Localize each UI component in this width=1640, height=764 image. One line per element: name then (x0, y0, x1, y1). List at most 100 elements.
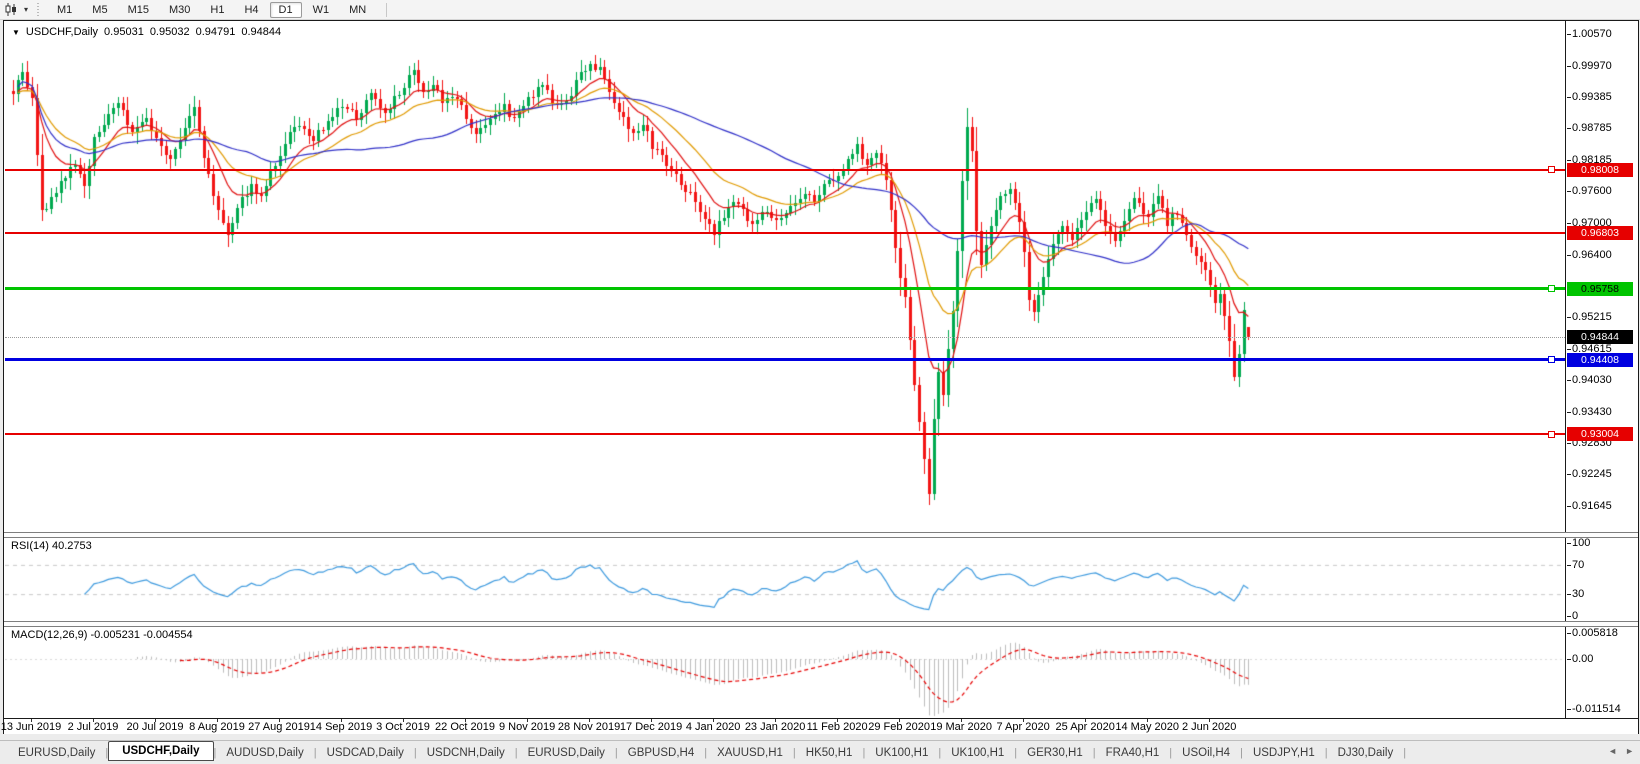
chart-tab-GBPUSD-H4[interactable]: GBPUSD,H4 (627, 746, 695, 759)
chart-tab-USDCHF-Daily[interactable]: USDCHF,Daily (108, 741, 214, 761)
horizontal-level-line[interactable] (5, 433, 1565, 436)
date-axis[interactable]: 13 Jun 2019 2 Jul 2019 20 Jul 2019 8 Aug 20… (1, 718, 1638, 734)
tab-divider: | (1014, 746, 1018, 759)
price-axis-tick: 0.94615 (1567, 342, 1612, 355)
horizontal-level-line[interactable] (5, 232, 1565, 235)
chart-tab-UK100-H1[interactable]: UK100,H1 (951, 746, 1005, 759)
chart-tab-XAUUSD-H1[interactable]: XAUUSD,H1 (717, 746, 783, 759)
date-axis-tick (1023, 719, 1025, 722)
price-level-tag: 0.94408 (1567, 352, 1633, 367)
date-axis-label: 28 Nov 2019 (557, 721, 621, 733)
chart-tab-EURUSD-Daily[interactable]: EURUSD,Daily (18, 746, 96, 759)
timeframe-button-H4[interactable]: H4 (244, 3, 259, 16)
macd-axis: 0.005818 0.00 -0.011514 (1566, 21, 1638, 733)
tab-divider: | (313, 746, 317, 759)
date-axis-label: 9 Nov 2019 (498, 721, 556, 733)
horizontal-level-line[interactable] (5, 287, 1565, 290)
tab-divider: | (413, 746, 417, 759)
date-axis-tick (93, 719, 94, 722)
date-axis-label: 25 Apr 2020 (1055, 721, 1115, 733)
level-line-handle[interactable] (1548, 285, 1555, 292)
timeframe-button-MN[interactable]: MN (349, 3, 367, 16)
timeframe-button-M30[interactable]: M30 (168, 3, 191, 16)
rsi-axis-tick: 70 (1566, 558, 1585, 571)
panel-separator-macd[interactable] (4, 621, 1638, 627)
price-level-tag: 0.96803 (1567, 226, 1633, 241)
date-axis-label: 2 Jun 2020 (1181, 721, 1237, 733)
date-axis-tick (279, 719, 280, 722)
chart-tabbar: EURUSD,Daily | USDCHF,Daily | AUDUSD,Daily | U… (0, 740, 1640, 764)
tabs-scroll-left-arrow[interactable]: ◄ (1608, 746, 1618, 756)
price-axis-tick: 0.94030 (1567, 373, 1612, 386)
date-axis-label: 19 Mar 2020 (930, 721, 992, 733)
toolbar-grip[interactable] (36, 2, 41, 17)
date-axis-label: 14 Sep 2019 (309, 721, 373, 733)
candlestick-chart-icon (5, 3, 16, 16)
date-axis-label: 11 Feb 2020 (806, 721, 868, 733)
chart-tab-HK50-H1[interactable]: HK50,H1 (805, 746, 853, 759)
timeframe-button-D1[interactable]: D1 (269, 1, 302, 18)
chart-type-dropdown-caret[interactable]: ▾ (23, 5, 28, 14)
date-axis-tick (961, 719, 963, 722)
date-axis-tick (589, 719, 591, 722)
chart-tab-EURUSD-Daily[interactable]: EURUSD,Daily (527, 746, 605, 759)
chart-tab-USDJPY-H1[interactable]: USDJPY,H1 (1252, 746, 1315, 759)
tab-divider: | (105, 746, 109, 759)
date-axis-label: 17 Dec 2019 (619, 721, 683, 733)
date-axis-label: 8 Aug 2019 (189, 721, 245, 733)
timeframe-button-M5[interactable]: M5 (92, 3, 108, 16)
timeframe-button-group: M1 M5 M15 M30 H1 H4 D1 W1 MN (47, 1, 376, 18)
horizontal-level-line[interactable] (5, 168, 1565, 171)
date-axis-tick (31, 719, 32, 722)
tab-divider: | (1240, 746, 1243, 759)
date-axis-label: 27 Aug 2019 (248, 721, 310, 733)
tab-divider: | (792, 746, 796, 759)
macd-axis-tick: 0.005818 (1567, 627, 1618, 639)
chart-tab-USOil-H4[interactable]: USOil,H4 (1182, 746, 1231, 759)
tab-divider: | (1324, 746, 1328, 759)
level-line-handle[interactable] (1548, 356, 1555, 364)
tab-divider: | (514, 746, 518, 759)
tab-divider: | (614, 746, 618, 759)
chart-type-candlestick-icon[interactable] (2, 2, 20, 18)
chart-tab-UK100-H1[interactable]: UK100,H1 (875, 746, 929, 759)
date-axis-tick (713, 719, 715, 722)
symbol-collapse-icon[interactable]: ▼ (12, 27, 20, 37)
chart-tab-USDCNH-Daily[interactable]: USDCNH,Daily (426, 746, 505, 759)
date-axis-tick (1085, 719, 1087, 722)
price-axis-tick: 0.95215 (1567, 311, 1612, 324)
date-axis-label: 22 Oct 2019 (435, 721, 495, 733)
date-axis-tick (899, 719, 901, 722)
timeframe-button-H1[interactable]: H1 (210, 3, 225, 16)
date-axis-label: 3 Oct 2019 (376, 721, 430, 733)
timeframe-button-W1[interactable]: W1 (312, 3, 330, 16)
horizontal-levels-layer (5, 21, 1565, 532)
tabs-scroll-right-arrow[interactable]: ► (1625, 746, 1634, 756)
horizontal-level-line[interactable] (5, 358, 1565, 362)
level-line-handle[interactable] (1548, 430, 1555, 438)
macd-axis-tick: -0.011514 (1567, 703, 1621, 715)
price-axis[interactable]: 1.00570 0.99970 0.99385 0.98785 0.98185 0.976… (1566, 21, 1638, 733)
level-line-handle[interactable] (1548, 166, 1555, 173)
price-axis-tick: 0.93430 (1567, 405, 1612, 418)
quote-open: 0.95031 (104, 26, 144, 38)
chart-tab-FRA40-H1[interactable]: FRA40,H1 (1105, 746, 1160, 759)
chart-tab-USDCAD-Daily[interactable]: USDCAD,Daily (326, 746, 404, 759)
chart-tab-GER30-H1[interactable]: GER30,H1 (1027, 746, 1083, 759)
price-axis-tick: 0.99385 (1567, 90, 1612, 103)
date-axis-label: 7 Apr 2020 (996, 721, 1050, 733)
chart-tab-AUDUSD-Daily[interactable]: AUDUSD,Daily (226, 746, 304, 759)
macd-panel-canvas[interactable] (5, 626, 1565, 718)
date-axis-label: 14 May 2020 (1115, 721, 1179, 733)
price-chart-canvas[interactable] (5, 21, 1565, 532)
timeframe-button-M15[interactable]: M15 (127, 3, 149, 16)
date-axis-tick (341, 719, 342, 722)
rsi-panel-canvas[interactable] (5, 537, 1565, 621)
panel-separator-rsi[interactable] (4, 532, 1638, 538)
price-level-tag: 0.95758 (1567, 281, 1633, 296)
chart-tab-DJ30-Daily[interactable]: DJ30,Daily (1337, 746, 1394, 759)
timeframe-button-M1[interactable]: M1 (57, 3, 73, 16)
price-axis-tick: 0.92245 (1567, 468, 1612, 481)
tab-divider: | (1092, 746, 1096, 759)
